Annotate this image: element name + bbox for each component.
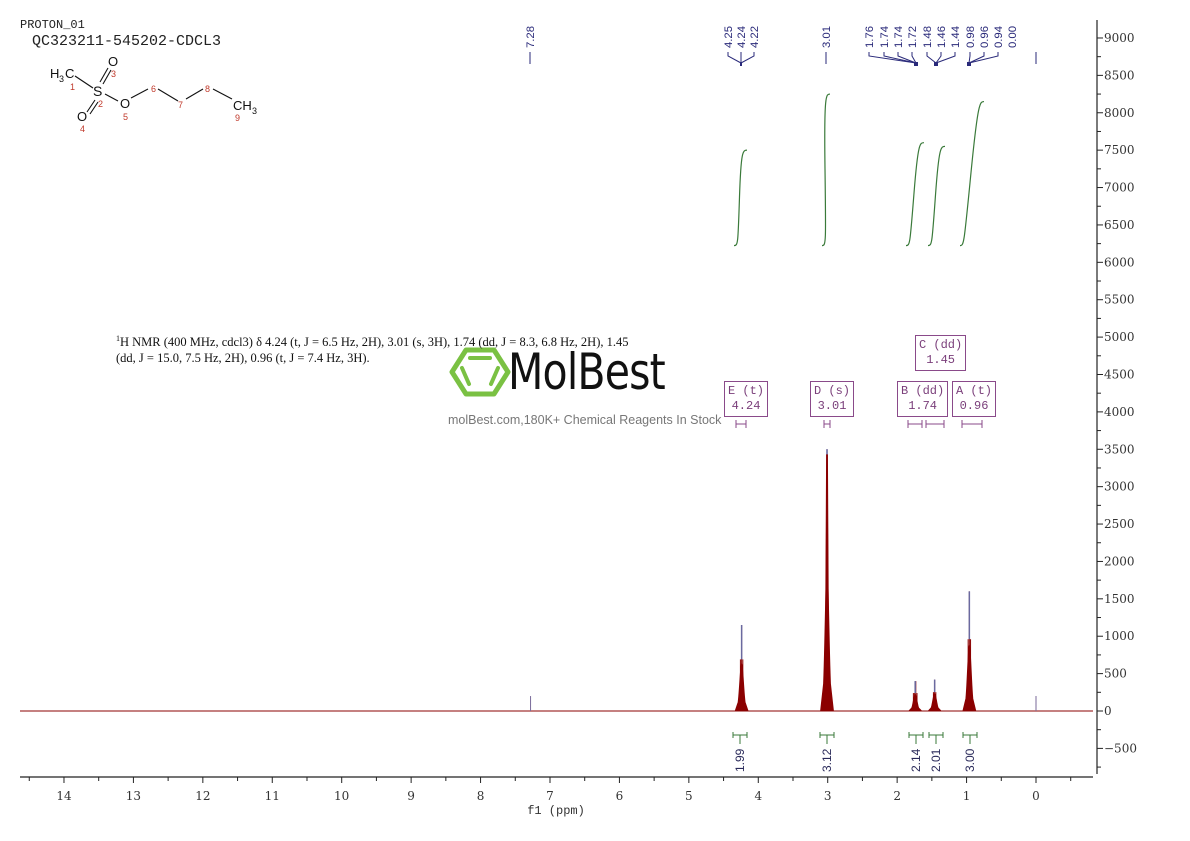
y-tick-label: 2000 [1104,554,1135,568]
spectrum-trace [20,449,1093,712]
peak-label: 0.94 [993,26,1005,48]
x-tick-label: 1 [963,789,971,803]
svg-text:O: O [120,96,130,111]
y-tick-label: 3500 [1104,442,1135,456]
peak-labels: 7.28 4.25 4.24 4.22 3.01 1.76 1.74 1.74 1.72 1.48… [525,26,1037,66]
x-tick-label: 10 [334,789,349,803]
svg-text:CH: CH [233,98,252,113]
y-tick-label: 6000 [1104,255,1135,269]
x-tick-label: 3 [824,789,832,803]
svg-text:6: 6 [151,84,156,94]
y-tick-label: 7500 [1104,143,1135,157]
svg-text:O: O [77,109,87,124]
peak-label: 1.72 [907,26,919,48]
y-tick-label: 3000 [1104,480,1135,494]
multiplet-box-d: D (s) 3.01 [810,381,855,417]
y-axis: 9000850080007500700065006000550050004500… [1096,20,1137,774]
y-tick-label: 8500 [1104,68,1135,82]
svg-text:3: 3 [252,106,257,116]
svg-text:2: 2 [98,99,103,109]
y-tick-label: 2500 [1104,517,1135,531]
x-tick-label: 4 [754,789,762,803]
integral-curves [733,93,985,247]
multiplet-ranges [735,420,983,428]
peak-label: 3.01 [821,26,833,48]
sample-id: QC323211-545202-CDCL3 [32,33,222,50]
y-tick-label: 1000 [1104,629,1135,643]
y-tick-label: 4000 [1104,405,1135,419]
integral-value: 2.01 [929,748,943,772]
nmr-description-line1: H NMR (400 MHz, cdcl3) δ 4.24 (t, J = 6.… [120,335,629,350]
svg-text:3: 3 [111,69,116,79]
peak-label: 7.28 [525,26,537,48]
svg-text:1: 1 [70,82,75,92]
svg-text:5: 5 [123,112,128,122]
integral-value: 3.12 [820,748,834,772]
peak-label: 1.44 [950,26,962,48]
peak-label: 4.22 [749,26,761,48]
y-tick-label: 1500 [1104,592,1135,606]
x-tick-label: 0 [1032,789,1040,803]
x-tick-label: 14 [56,789,72,803]
svg-text:8: 8 [205,84,210,94]
peak-label: 0.96 [979,26,991,48]
peak-label: 1.76 [864,26,876,48]
y-tick-label: 4500 [1104,367,1135,381]
y-tick-label: 500 [1104,667,1127,681]
x-tick-label: 2 [893,789,901,803]
y-tick-label: 7000 [1104,181,1135,195]
svg-text:S: S [93,83,102,99]
x-tick-label: 9 [407,789,415,803]
y-tick-label: 0 [1104,704,1112,718]
nmr-description-line2: (dd, J = 15.0, 7.5 Hz, 2H), 0.96 (t, J =… [116,351,370,366]
x-tick-label: 6 [616,789,624,803]
x-tick-label: 8 [477,789,485,803]
integral-value: 2.14 [909,748,923,772]
peak-label: 4.25 [723,26,735,48]
x-axis: 14 13 12 11 10 9 8 7 6 5 4 3 2 1 0f1 (ppm) [20,776,1093,818]
x-tick-label: 13 [126,789,141,803]
peak-label: 0.00 [1007,26,1019,48]
y-tick-label: −500 [1104,741,1137,755]
peak-label: 4.24 [736,26,748,48]
multiplet-box-e: E (t) 4.24 [724,381,769,417]
multiplet-box-a: A (t) 0.96 [952,381,997,417]
svg-text:O: O [108,54,118,69]
svg-text:9: 9 [235,113,240,123]
x-axis-label: f1 (ppm) [527,804,585,818]
x-tick-label: 12 [195,789,210,803]
x-tick-label: 11 [265,789,280,803]
peak-label: 0.98 [965,26,977,48]
y-tick-label: 5000 [1104,330,1135,344]
watermark-brand: MolBest [508,343,666,401]
y-tick-label: 9000 [1104,31,1135,45]
experiment-name: PROTON_01 [20,18,85,32]
superscript-1: 1 [116,334,120,343]
y-tick-label: 6500 [1104,218,1135,232]
peak-label: 1.46 [936,26,948,48]
x-tick-label: 7 [546,789,554,803]
x-tick-label: 5 [685,789,693,803]
peak-label: 1.74 [893,26,905,48]
peak-label: 1.74 [879,26,891,48]
y-tick-label: 5500 [1104,293,1135,307]
integral-value: 1.99 [733,748,747,772]
nmr-description: 1H NMR (400 MHz, cdcl3) δ 4.24 (t, J = 6… [116,331,676,366]
watermark-tagline: molBest.com,180K+ Chemical Reagents In S… [448,413,722,427]
integral-values: 1.99 3.12 2.14 2.01 3.00 [732,732,978,772]
svg-text:3: 3 [59,74,64,84]
svg-text:4: 4 [80,124,85,134]
y-tick-label: 8000 [1104,106,1135,120]
svg-text:C: C [65,66,74,81]
integral-value: 3.00 [963,748,977,772]
peak-label: 1.48 [922,26,934,48]
multiplet-box-c: C (dd) 1.45 [915,335,967,371]
svg-text:7: 7 [178,100,183,110]
svg-text:H: H [50,66,59,81]
molbest-logo-icon [449,347,511,397]
multiplet-box-b: B (dd) 1.74 [897,381,949,417]
